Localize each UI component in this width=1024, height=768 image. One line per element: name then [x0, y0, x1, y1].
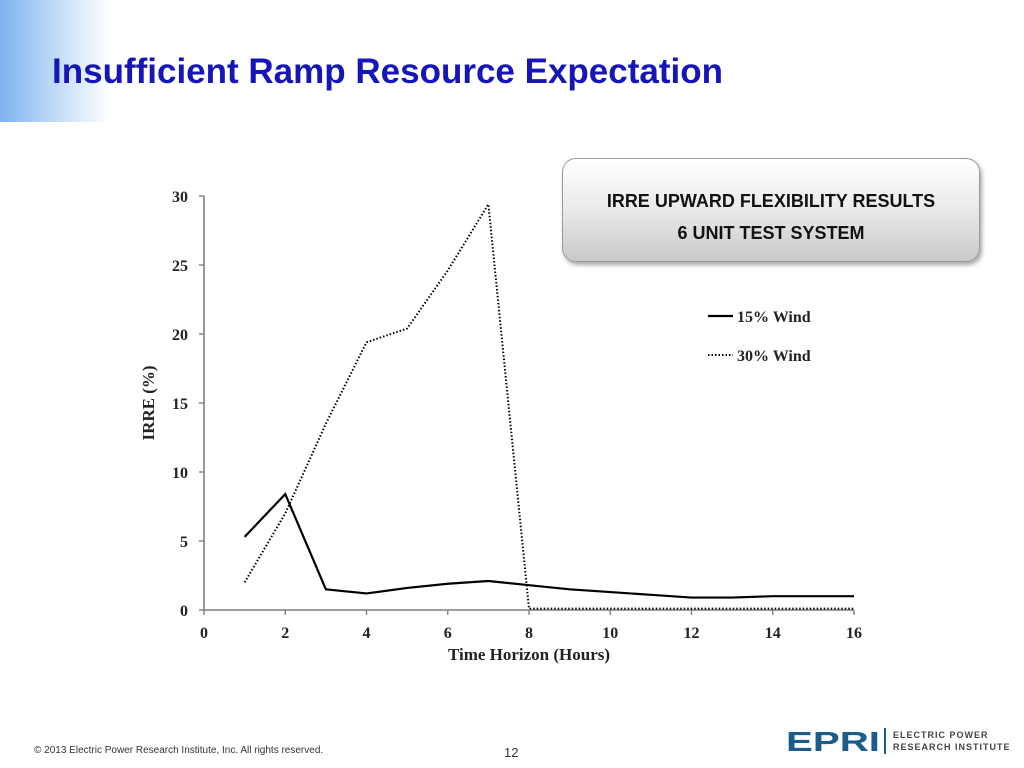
y-axis-label: IRRE (%)	[139, 365, 158, 440]
y-tick-label: 10	[172, 465, 188, 482]
logo-tagline-line2: RESEARCH INSTITUTE	[893, 742, 1011, 752]
corner-gradient	[0, 0, 110, 122]
y-tick-label: 5	[180, 534, 188, 551]
legend-label-2: 30% Wind	[737, 348, 811, 365]
logo-wordmark: EPRI	[786, 726, 880, 756]
series-line-2	[243, 201, 854, 610]
chart-legend: 15% Wind 30% Wind	[708, 309, 811, 365]
epri-logo-icon: EPRI	[786, 726, 880, 756]
x-tick-label: 4	[363, 625, 371, 642]
logo-tagline-line1: ELECTRIC POWER	[893, 730, 989, 740]
y-tick-label: 20	[172, 327, 188, 344]
results-box: IRRE UPWARD FLEXIBILITY RESULTS 6 UNIT T…	[562, 158, 980, 262]
y-tick-label: 15	[172, 396, 188, 413]
copyright-text: © 2013 Electric Power Research Institute…	[34, 745, 324, 756]
x-tick-label: 16	[846, 625, 862, 642]
legend-label-1: 15% Wind	[737, 309, 811, 326]
x-tick-label: 8	[525, 625, 533, 642]
y-tick-label: 25	[172, 258, 188, 275]
chart-series	[243, 201, 854, 610]
series-line-1	[243, 492, 854, 599]
x-tick-label: 14	[765, 625, 781, 642]
x-tick-label: 0	[200, 625, 208, 642]
x-axis-label: Time Horizon (Hours)	[448, 645, 610, 664]
slide-title: Insufficient Ramp Resource Expectation	[52, 52, 723, 91]
logo-divider	[884, 728, 886, 754]
results-box-line2: 6 UNIT TEST SYSTEM	[677, 223, 865, 243]
y-tick-label: 0	[180, 603, 188, 620]
page-number: 12	[504, 745, 519, 760]
y-tick-label: 30	[172, 189, 188, 206]
x-tick-label: 12	[684, 625, 700, 642]
results-box-line1: IRRE UPWARD FLEXIBILITY RESULTS	[606, 191, 936, 211]
x-tick-label: 10	[602, 625, 618, 642]
x-tick-label: 6	[444, 625, 452, 642]
chart-ticks: 0 2 4 6 8 10 12 14 16 0 5 10 15 20 25 30	[172, 189, 862, 642]
x-tick-label: 2	[281, 625, 289, 642]
logo-tagline: ELECTRIC POWER RESEARCH INSTITUTE	[893, 729, 1011, 753]
